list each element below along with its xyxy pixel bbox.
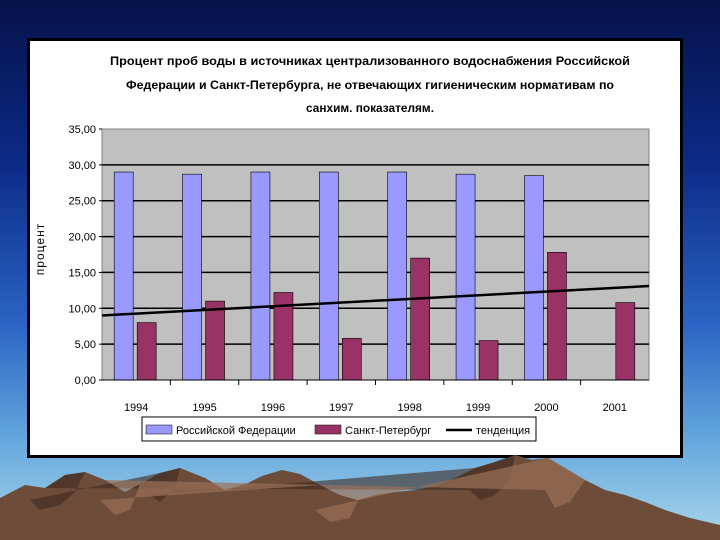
chart: Процент проб воды в источниках централиз…: [33, 56, 650, 442]
bar-spb-2000: [547, 252, 567, 381]
legend-swatch-spb: [314, 424, 342, 435]
legend-label-russia: Российской Федерации: [176, 425, 296, 437]
bars: [113, 171, 636, 381]
trend-line-group: [101, 284, 650, 317]
bar-russia-1996: [250, 171, 271, 381]
bar-russia-1998: [387, 171, 407, 381]
bar-russia-1999: [455, 173, 476, 381]
x-tick-label-1995: 1995: [192, 402, 216, 414]
trend-line: [101, 284, 650, 317]
bar-spb-1997: [342, 338, 362, 381]
bar-spb-1998: [410, 257, 430, 381]
x-axis-ticks: 1994 1995 1996 1997 1998 1999 2000 2001: [124, 380, 627, 414]
chart-title: Процент проб воды в источниках централиз…: [110, 56, 630, 115]
y-tick-label-5: 25,00: [68, 196, 96, 208]
legend: Российской Федерации Санкт-Петербург тен…: [141, 416, 537, 442]
chart-title-line-3: санхим. показателям.: [306, 103, 434, 115]
x-tick-label-1999: 1999: [466, 402, 490, 414]
legend-label-trend: тенденция: [476, 425, 530, 437]
x-tick-label-2000: 2000: [534, 402, 558, 414]
chart-title-line-1: Процент проб воды в источниках централиз…: [110, 56, 630, 68]
bar-russia-1997: [319, 171, 339, 381]
y-tick-label-3: 15,00: [68, 267, 96, 279]
bar-russia-1994: [113, 171, 134, 381]
bar-russia-1995: [182, 173, 202, 381]
bar-spb-1994: [136, 322, 157, 381]
y-tick-label-6: 30,00: [68, 160, 96, 172]
y-tick-label-0: 0,00: [75, 375, 96, 387]
bar-spb-2001: [615, 302, 636, 381]
y-tick-label-1: 5,00: [75, 339, 96, 351]
bar-spb-1995: [205, 300, 225, 381]
chart-frame: Процент проб воды в источниках централиз…: [27, 38, 683, 458]
legend-swatch-russia: [145, 424, 173, 435]
x-tick-label-1994: 1994: [124, 402, 148, 414]
x-tick-label-1997: 1997: [329, 402, 353, 414]
chart-title-line-2: Федерации и Санкт-Петербурга, не отвечаю…: [126, 80, 614, 92]
y-tick-label-4: 20,00: [68, 232, 96, 244]
y-tick-label-2: 10,00: [68, 303, 96, 315]
bar-spb-1999: [478, 340, 499, 381]
y-axis-label: процент: [33, 223, 47, 275]
x-tick-label-2001: 2001: [603, 402, 627, 414]
y-tick-label-7: 35,00: [68, 124, 96, 136]
x-tick-label-1998: 1998: [397, 402, 421, 414]
mountain-highlights: [100, 458, 585, 522]
mountains-decoration: [0, 455, 720, 540]
y-axis-ticks: 0,00 5,00 10,00 15,00 20,00 25,00 30,00 35,00: [68, 124, 102, 387]
legend-label-spb: Санкт-Петербург: [345, 425, 431, 437]
x-tick-label-1996: 1996: [261, 402, 285, 414]
bar-russia-2000: [524, 175, 544, 381]
